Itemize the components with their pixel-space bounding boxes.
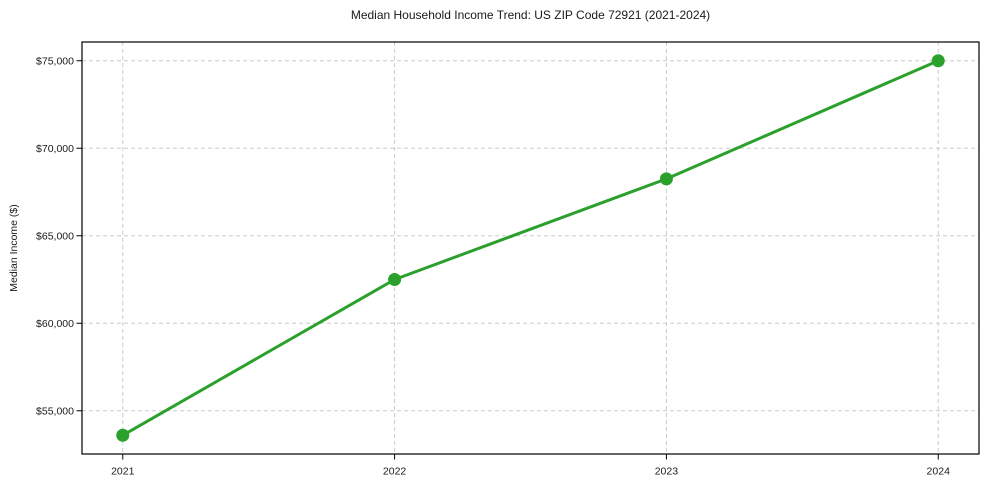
y-tick-label: $60,000 xyxy=(36,318,74,330)
chart-title: Median Household Income Trend: US ZIP Co… xyxy=(350,8,711,22)
plot-border xyxy=(81,41,980,455)
x-tick-label: 2021 xyxy=(111,466,135,478)
x-tick-label: 2023 xyxy=(655,466,679,478)
trend-line xyxy=(121,59,940,437)
y-tick-label: $70,000 xyxy=(36,143,74,155)
y-tick-label: $55,000 xyxy=(36,405,74,417)
y-tick-label: $75,000 xyxy=(36,55,74,67)
data-point-2021 xyxy=(116,428,130,442)
data-point-2024 xyxy=(931,54,945,68)
y-tick-label: $65,000 xyxy=(36,230,74,242)
x-tick-label: 2022 xyxy=(383,466,407,478)
data-point-2022 xyxy=(388,273,402,287)
x-tick-label: 2024 xyxy=(927,466,951,478)
data-point-2023 xyxy=(659,172,673,186)
